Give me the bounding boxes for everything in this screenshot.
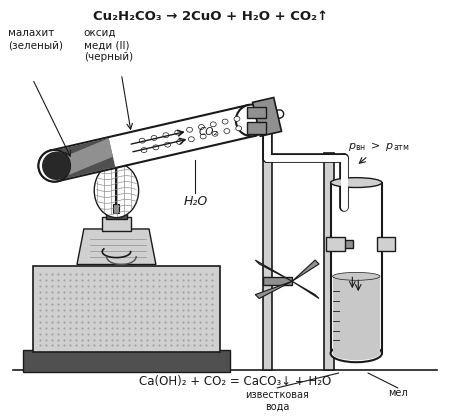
Text: известковая
вода: известковая вода <box>245 390 309 411</box>
Bar <box>324 153 333 370</box>
Text: CO₂: CO₂ <box>198 127 218 137</box>
Polygon shape <box>51 105 255 181</box>
Ellipse shape <box>200 134 206 139</box>
Bar <box>102 217 131 231</box>
Text: мел: мел <box>388 388 408 398</box>
Ellipse shape <box>236 126 242 131</box>
Bar <box>328 240 353 248</box>
Text: Cu₂H₂CO₃ → 2CuO + H₂O + CO₂↑: Cu₂H₂CO₃ → 2CuO + H₂O + CO₂↑ <box>93 10 328 23</box>
Bar <box>32 267 220 352</box>
Ellipse shape <box>153 145 159 150</box>
Ellipse shape <box>234 116 240 121</box>
Polygon shape <box>292 260 319 281</box>
Text: Ca(OH)₂ + CO₂ = CaCO₃↓ + H₂O: Ca(OH)₂ + CO₂ = CaCO₃↓ + H₂O <box>139 375 331 388</box>
Ellipse shape <box>139 138 145 143</box>
Ellipse shape <box>163 133 169 138</box>
Polygon shape <box>255 260 292 281</box>
Ellipse shape <box>175 130 181 135</box>
Ellipse shape <box>212 131 218 136</box>
Text: H₂O: H₂O <box>183 196 207 208</box>
Ellipse shape <box>198 124 204 129</box>
Bar <box>238 124 272 133</box>
Bar <box>113 204 119 213</box>
Ellipse shape <box>189 137 194 142</box>
Polygon shape <box>292 281 319 299</box>
Ellipse shape <box>224 129 230 134</box>
Ellipse shape <box>331 178 382 188</box>
Bar <box>262 277 292 285</box>
Bar <box>247 122 266 134</box>
Polygon shape <box>255 281 292 299</box>
Polygon shape <box>77 229 156 265</box>
Polygon shape <box>51 138 115 181</box>
Ellipse shape <box>151 136 157 140</box>
Bar <box>262 109 272 370</box>
Polygon shape <box>53 138 113 180</box>
Bar <box>377 237 395 251</box>
Text: $p_{\rm вн}\ >\ p_{\rm атм}$: $p_{\rm вн}\ >\ p_{\rm атм}$ <box>348 140 410 153</box>
Ellipse shape <box>187 127 193 132</box>
Ellipse shape <box>38 150 70 182</box>
Ellipse shape <box>38 150 70 182</box>
Ellipse shape <box>165 142 171 147</box>
Bar <box>247 106 266 119</box>
Bar <box>331 183 382 353</box>
Ellipse shape <box>236 104 267 136</box>
Bar <box>22 350 230 372</box>
Ellipse shape <box>141 148 147 153</box>
Text: оксид
меди (II)
(черный): оксид меди (II) (черный) <box>84 27 133 62</box>
Bar <box>326 237 346 251</box>
Polygon shape <box>252 97 282 136</box>
Ellipse shape <box>333 272 380 280</box>
Ellipse shape <box>210 122 216 127</box>
Ellipse shape <box>176 139 182 144</box>
Ellipse shape <box>331 344 382 362</box>
Ellipse shape <box>94 163 139 218</box>
Ellipse shape <box>222 119 228 124</box>
Text: малахит
(зеленый): малахит (зеленый) <box>8 27 63 50</box>
Bar <box>106 211 127 219</box>
Ellipse shape <box>42 151 71 180</box>
Bar <box>333 276 380 353</box>
Ellipse shape <box>333 347 380 360</box>
